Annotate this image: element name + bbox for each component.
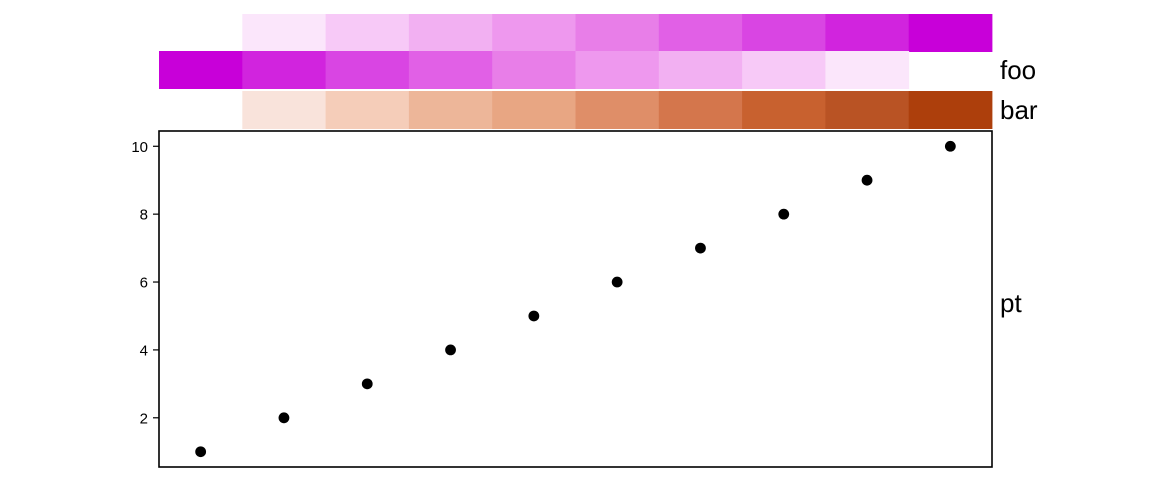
track-cell-foo-2-6 bbox=[575, 51, 660, 89]
track-cell-bar-3-5 bbox=[492, 91, 576, 129]
plot-frame bbox=[158, 130, 993, 468]
y-tick-label: 6 bbox=[140, 275, 148, 292]
track-cell-foo-1-3 bbox=[325, 14, 410, 52]
data-point-9 bbox=[861, 174, 873, 186]
track-cell-bar-3-7 bbox=[658, 91, 743, 129]
data-points bbox=[195, 140, 956, 458]
track-cell-foo-1-4 bbox=[408, 14, 493, 52]
annotation-tracks bbox=[159, 14, 993, 129]
track-cell-foo-2-5 bbox=[492, 51, 576, 89]
track-cell-foo-2-2 bbox=[242, 51, 326, 89]
track-cell-foo-2-8 bbox=[742, 51, 826, 89]
data-point-4 bbox=[445, 344, 456, 356]
track-cell-bar-3-3 bbox=[325, 91, 410, 129]
track-cell-foo-1-5 bbox=[492, 14, 576, 52]
track-cell-bar-3-2 bbox=[242, 91, 326, 129]
track-cell-foo-1-8 bbox=[742, 14, 826, 52]
panel-label: pt bbox=[1000, 288, 1022, 318]
track-cell-bar-3-4 bbox=[408, 91, 493, 129]
annotation-track-labels: foo bar bbox=[1000, 55, 1038, 125]
track-cell-bar-3-9 bbox=[825, 91, 910, 129]
track-cell-foo-1-9 bbox=[825, 14, 910, 52]
track-label-bar: bar bbox=[1000, 95, 1038, 125]
data-point-8 bbox=[778, 208, 790, 220]
track-cell-foo-1-6 bbox=[575, 14, 660, 52]
track-label-foo: foo bbox=[1000, 55, 1036, 85]
data-point-1 bbox=[195, 446, 207, 458]
data-point-6 bbox=[611, 276, 623, 288]
data-point-10 bbox=[944, 140, 956, 152]
y-tick-label: 4 bbox=[140, 342, 148, 359]
y-axis: 2 4 6 8 10 bbox=[131, 139, 159, 427]
y-tick-label: 8 bbox=[140, 207, 148, 224]
data-point-5 bbox=[528, 310, 540, 322]
data-point-3 bbox=[361, 378, 373, 390]
y-tick-label: 10 bbox=[131, 139, 148, 156]
track-cell-foo-2-9 bbox=[825, 51, 910, 89]
track-cell-bar-3-10 bbox=[908, 91, 993, 129]
y-tick-label: 2 bbox=[140, 410, 148, 427]
track-cell-bar-3-6 bbox=[575, 91, 660, 129]
track-cell-foo-2-1 bbox=[159, 51, 243, 89]
data-point-2 bbox=[278, 412, 290, 424]
track-cell-foo-1-2 bbox=[242, 14, 326, 52]
data-point-7 bbox=[695, 242, 706, 254]
track-cell-bar-3-8 bbox=[742, 91, 826, 129]
track-cell-foo-2-3 bbox=[325, 51, 410, 89]
track-cell-foo-2-7 bbox=[658, 51, 743, 89]
track-cell-foo-1-7 bbox=[658, 14, 743, 52]
track-cell-foo-2-4 bbox=[408, 51, 493, 89]
track-cell-foo-1-10 bbox=[908, 14, 993, 52]
scatter-panel: 2 4 6 8 10 bbox=[131, 130, 993, 468]
